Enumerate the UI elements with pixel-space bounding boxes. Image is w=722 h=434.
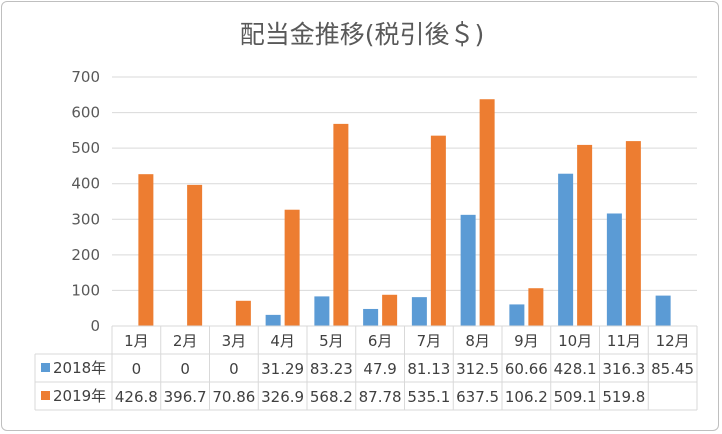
y-tick-label: 0	[90, 317, 100, 335]
bar-s1-9	[509, 304, 525, 326]
y-tick-label: 100	[71, 281, 100, 299]
x-category-label: 8月	[465, 332, 490, 350]
table-value: 106.2	[505, 388, 548, 406]
bar-s1-11	[606, 213, 622, 326]
bar-s1-5	[314, 296, 330, 326]
table-value: 47.9	[363, 360, 396, 378]
x-category-label: 9月	[514, 332, 539, 350]
bar-s1-8	[460, 214, 476, 326]
legend-swatch	[41, 391, 50, 400]
x-category-label: 11月	[607, 332, 641, 350]
y-tick-label: 200	[71, 246, 100, 264]
table-value: 426.8	[115, 388, 158, 406]
table-value: 428.1	[554, 360, 597, 378]
legend-series-name: 2018年	[53, 359, 106, 377]
bar-s1-7	[411, 297, 427, 326]
table-value: 81.13	[407, 360, 450, 378]
x-category-label: 3月	[222, 332, 247, 350]
bar-s2-9	[528, 288, 544, 326]
table-value: 519.8	[602, 388, 645, 406]
chart-title: 配当金推移(税引後＄)	[240, 20, 485, 49]
x-category-label: 6月	[368, 332, 393, 350]
x-category-label: 10月	[558, 332, 592, 350]
table-value: 326.9	[261, 388, 304, 406]
bar-s2-7	[430, 135, 446, 326]
legend-series-name: 2019年	[53, 387, 106, 405]
y-axis-ticks: 0 100 200 300 400 500 600 700	[71, 68, 100, 335]
x-category-label: 5月	[319, 332, 344, 350]
bar-s1-4	[265, 314, 281, 326]
bar-s2-3	[235, 300, 251, 326]
bar-s1-6	[363, 308, 379, 326]
legend-swatch	[41, 363, 50, 372]
bar-s2-2	[187, 184, 203, 326]
y-tick-label: 300	[71, 210, 100, 228]
table-value: 637.5	[456, 388, 499, 406]
table-value: 312.5	[456, 360, 499, 378]
bar-s2-6	[382, 294, 398, 326]
x-category-label: 2月	[173, 332, 198, 350]
table-value: 31.29	[261, 360, 304, 378]
bar-s2-10	[577, 144, 593, 326]
table-value: 396.7	[164, 388, 207, 406]
bar-s1-12	[655, 295, 671, 326]
y-tick-label: 400	[71, 175, 100, 193]
x-category-label: 4月	[270, 332, 295, 350]
bar-s1-10	[558, 173, 574, 326]
table-value: 60.66	[505, 360, 548, 378]
y-tick-label: 700	[71, 68, 100, 86]
y-tick-label: 600	[71, 104, 100, 122]
bar-s2-5	[333, 123, 349, 326]
table-value: 70.86	[212, 388, 255, 406]
bar-s2-4	[284, 209, 300, 326]
bar-s2-1	[138, 174, 154, 326]
x-category-label: 7月	[417, 332, 442, 350]
table-value: 0	[180, 360, 190, 378]
table-value: 316.3	[602, 360, 645, 378]
y-tick-label: 500	[71, 139, 100, 157]
data-table: 1月 2月 3月 4月 5月 6月 7月 8月 9月 10月 11月 12月 2018年 0 0 0 31.29…	[34, 325, 698, 411]
table-value: 83.23	[310, 360, 353, 378]
table-value: 0	[229, 360, 239, 378]
table-value: 509.1	[554, 388, 597, 406]
bar-s2-11	[625, 141, 641, 326]
table-value: 535.1	[407, 388, 450, 406]
table-value: 568.2	[310, 388, 353, 406]
table-value: 0	[132, 360, 142, 378]
bar-s2-8	[479, 99, 495, 326]
x-category-label: 1月	[124, 332, 149, 350]
table-value: 85.45	[651, 360, 694, 378]
table-value: 87.78	[359, 388, 402, 406]
x-category-label: 12月	[656, 332, 690, 350]
bars	[138, 99, 671, 326]
